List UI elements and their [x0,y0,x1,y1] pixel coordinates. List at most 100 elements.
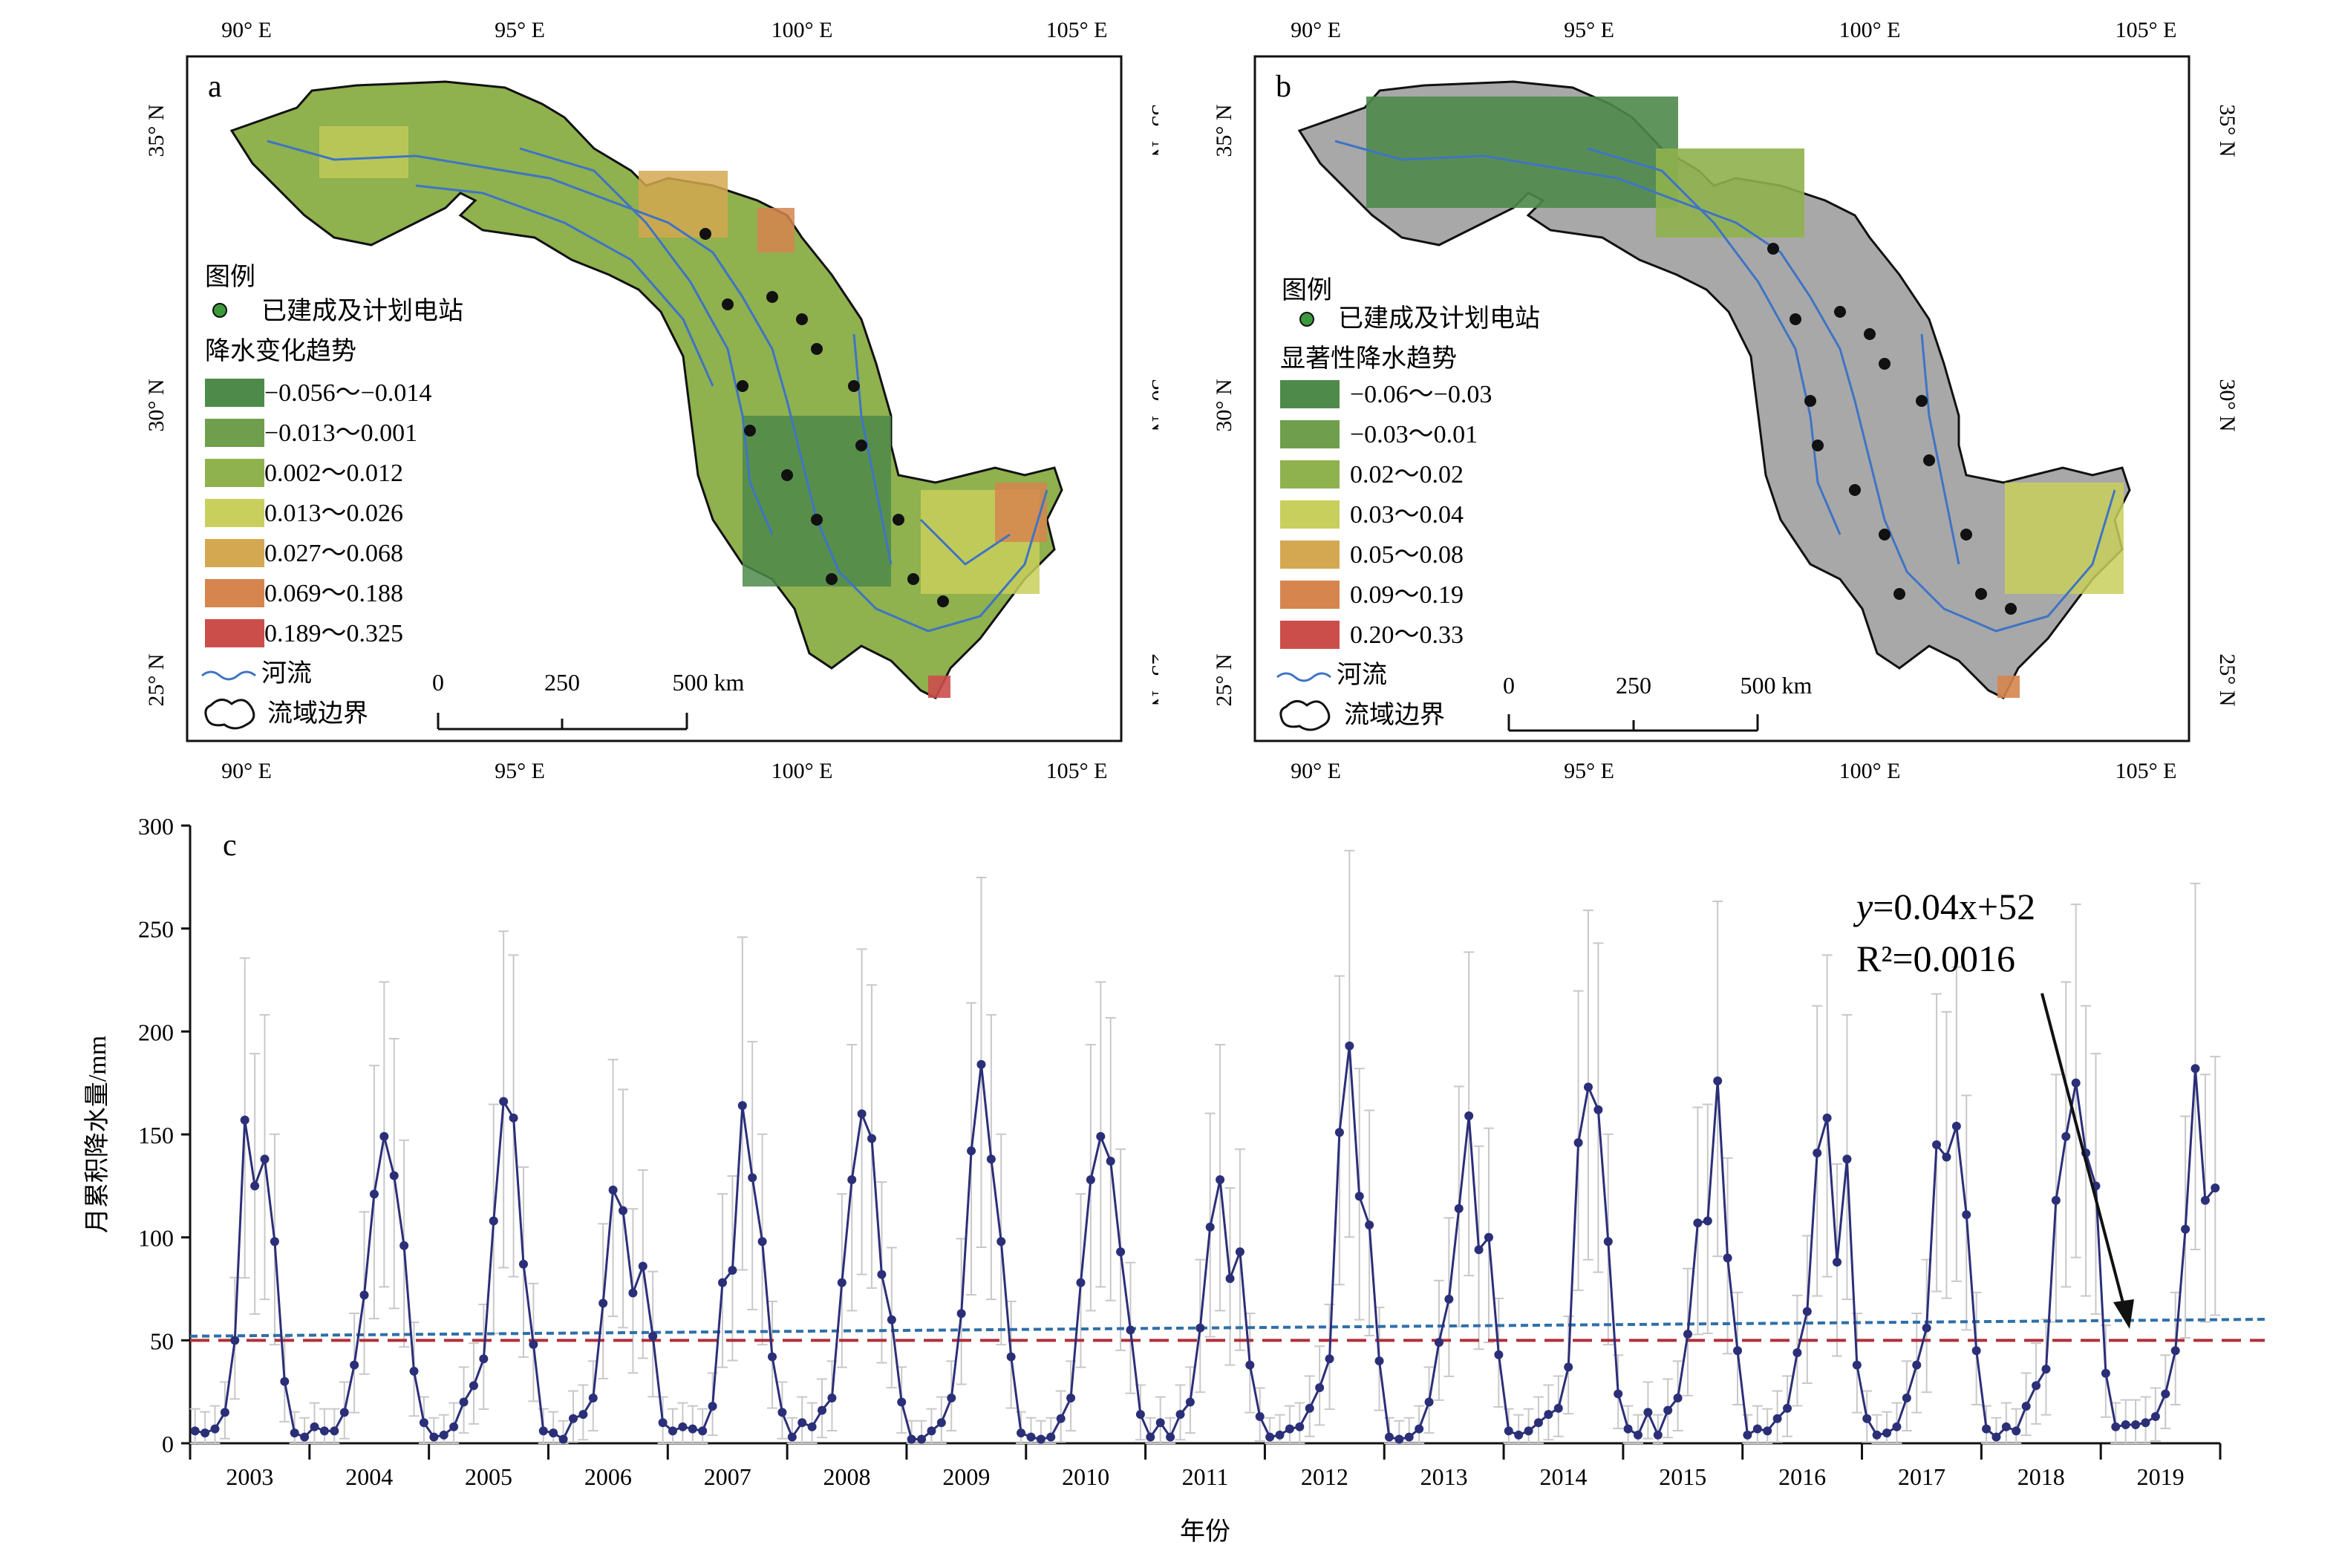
monthly-precip-point [1962,1210,1971,1220]
trend-patch [2005,483,2124,594]
monthly-precip-point [1235,1247,1244,1257]
legend-class-label: 0.189～0.325 [264,620,403,647]
monthly-precip-point [1424,1397,1434,1407]
monthly-precip-point [1663,1405,1673,1415]
monthly-precip-point [1991,1432,2001,1442]
monthly-precip-point [618,1206,627,1215]
monthly-precip-point [986,1154,996,1164]
top-tick: 105° E [2115,18,2177,42]
monthly-precip-point [1185,1397,1195,1407]
y-tick-label: 200 [138,1019,174,1045]
monthly-precip-point [499,1097,509,1106]
x-tick-label: 2013 [1420,1463,1468,1490]
trend-line [189,1318,2265,1338]
x-tick-label: 2006 [584,1463,632,1490]
trend-patch [1997,676,2020,698]
bottom-tick: 100° E [1839,759,1901,783]
ramp-title: 降水变化趋势 [205,337,356,365]
legend-class-label: 0.05～0.08 [1350,541,1464,569]
monthly-precip-point [1912,1360,1922,1370]
top-tick: 90° E [1291,18,1341,42]
monthly-precip-point [857,1109,867,1119]
monthly-precip-point [728,1266,737,1275]
monthly-precip-point [1603,1237,1613,1247]
right-tick: 30° N [2215,379,2239,431]
river-legend-icon [201,670,256,681]
monthly-precip-point [1852,1360,1862,1370]
monthly-precip-point [2200,1195,2210,1205]
bottom-tick: 90° E [221,759,272,783]
x-tick-label: 2019 [2137,1463,2185,1490]
map-panel-a: 90° E 95° E 100° E 105° E 90° E 95° E 10… [144,18,1158,783]
legend-swatch [1280,581,1340,609]
monthly-precip-point [350,1360,359,1370]
monthly-precip-point [976,1059,986,1069]
monthly-precip-point [1146,1432,1155,1442]
monthly-precip-point [2061,1131,2071,1141]
monthly-precip-point [1434,1338,1443,1348]
monthly-precip-point [1683,1330,1692,1339]
monthly-precip-point [1265,1432,1275,1442]
legend-swatch [205,379,264,407]
y-tick-label: 250 [138,916,174,943]
legend-title: 图例 [205,264,255,291]
x-tick-label: 2011 [1182,1463,1229,1490]
trend-patch [757,208,795,252]
legend-swatch [205,419,264,447]
monthly-precip-point [1633,1430,1642,1440]
boundary-legend-icon [1279,700,1331,731]
river-legend-label: 河流 [261,659,312,687]
monthly-precip-point [1922,1323,1931,1333]
right-tick: 25° N [2215,653,2239,706]
monthly-precip-point [1614,1389,1623,1399]
monthly-precip-point [1096,1131,1106,1141]
monthly-precip-point [1743,1430,1752,1440]
monthly-precip-point [588,1393,598,1402]
monthly-precip-point [439,1430,448,1440]
monthly-precip-point [1833,1257,1842,1267]
monthly-precip-point [1086,1175,1095,1185]
monthly-precip-point [190,1426,200,1436]
boundary-legend-icon [204,699,255,730]
scale-label: 250 [544,669,580,696]
monthly-precip-point [1544,1410,1553,1420]
station-markers [699,228,949,607]
annotation-arrow [2040,993,2127,1312]
monthly-precip-point [837,1278,846,1287]
monthly-precip-point [1374,1356,1384,1366]
monthly-precip-point [230,1336,240,1345]
monthly-precip-point [280,1376,290,1386]
trend-patch [1656,148,1804,238]
monthly-precip-point [1315,1383,1325,1393]
monthly-precip-point [827,1393,837,1402]
legend-class-label: −0.03～0.01 [1350,421,1478,448]
legend-class-label: 0.09～0.19 [1350,581,1464,609]
legend-class-label: 0.027～0.068 [264,540,403,567]
legend-swatch [205,619,264,647]
monthly-precip-point [290,1428,299,1438]
x-tick-label: 2003 [226,1463,273,1490]
monthly-precip-point [1772,1414,1782,1423]
left-tick: 30° N [144,379,169,431]
monthly-precip-point [638,1261,647,1271]
monthly-precip-point [2111,1422,2121,1431]
legend-swatch [1280,460,1340,489]
x-axis-label: 年份 [1180,1518,1230,1546]
monthly-precip-point [250,1181,260,1191]
monthly-precip-point [1514,1430,1524,1440]
monthly-precip-point [1822,1113,1832,1123]
monthly-precip-point [797,1418,807,1428]
monthly-precip-point [558,1434,568,1444]
bottom-tick: 95° E [1564,759,1614,783]
y-tick-label: 100 [138,1225,174,1252]
monthly-precip-point [897,1397,907,1407]
monthly-precip-point [1593,1105,1603,1114]
legend-swatch [205,539,264,567]
scale-label: 500 km [1741,672,1813,699]
monthly-precip-point [479,1354,489,1364]
y-axis-label: 月累积降水量/mm [83,1036,111,1233]
legend-class-label: −0.013～0.001 [264,419,417,447]
bottom-tick: 95° E [495,759,545,783]
station-legend-icon [212,303,227,318]
monthly-precip-point [2181,1224,2190,1234]
